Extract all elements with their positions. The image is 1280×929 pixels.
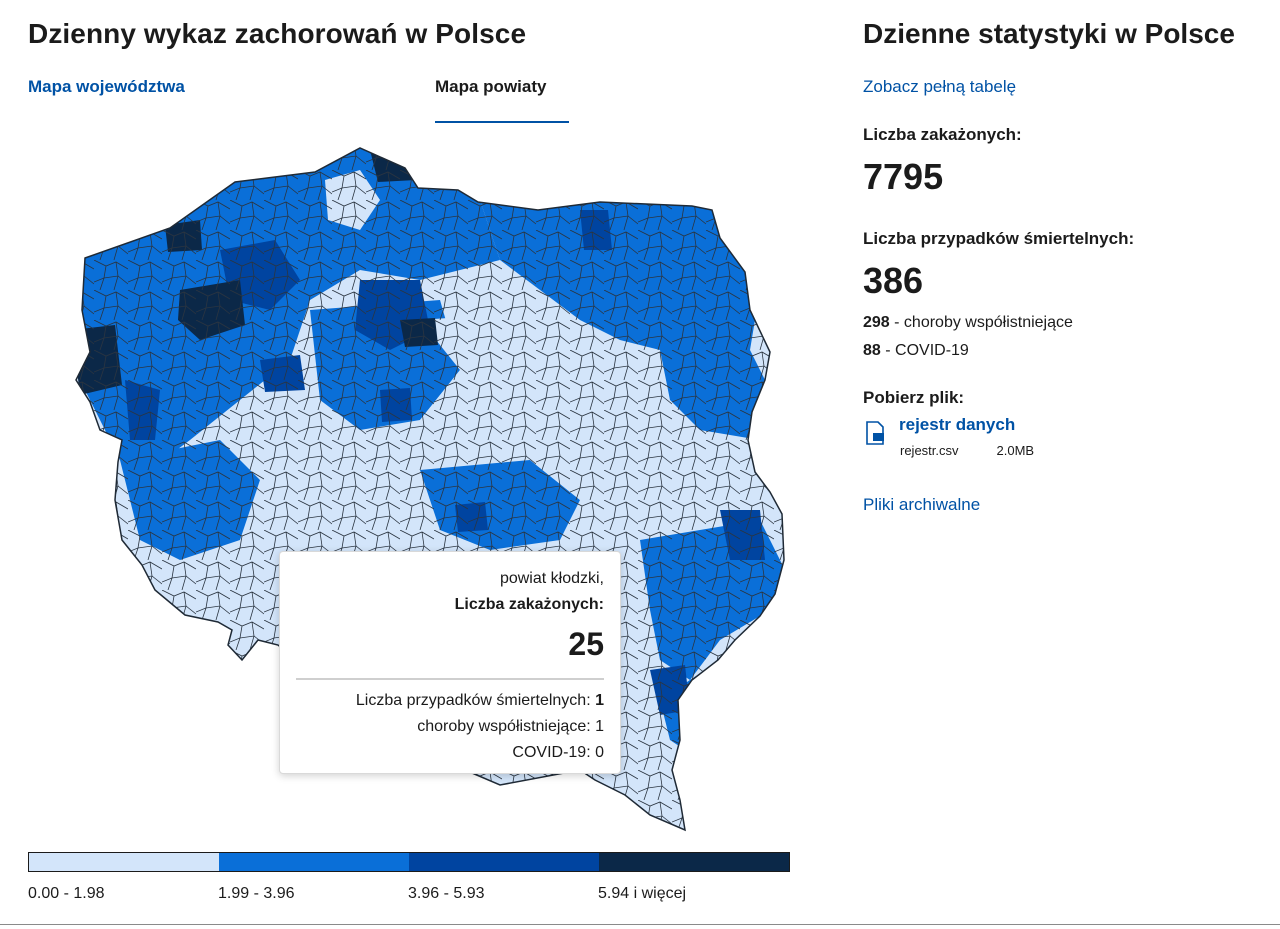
legend-label-4: 5.94 i więcej xyxy=(598,885,687,902)
bottom-divider xyxy=(0,924,1280,925)
color-legend xyxy=(28,852,790,872)
comorbid-line: 298 - choroby współistniejące xyxy=(863,314,1073,332)
legend-label-1: 0.00 - 1.98 xyxy=(28,885,105,902)
infected-label: Liczba zakażonych: xyxy=(863,125,1022,144)
file-size: 2.0MB xyxy=(996,443,1035,458)
legend-label-3: 3.96 - 5.93 xyxy=(408,885,485,902)
covid-count: 88 xyxy=(863,342,881,359)
active-tab-underline xyxy=(435,121,569,123)
tooltip-deaths-value: 1 xyxy=(595,692,604,709)
stats-title: Dzienne statystyki w Polsce xyxy=(863,18,1235,49)
poland-border xyxy=(75,147,785,832)
file-name: rejestr.csv xyxy=(900,443,959,458)
legend-swatch-2 xyxy=(219,853,409,871)
legend-label-2: 1.99 - 3.96 xyxy=(218,885,295,902)
tooltip-infected-label: Liczba zakażonych: xyxy=(454,596,604,613)
covid-line: 88 - COVID-19 xyxy=(863,342,969,360)
comorbid-count: 298 xyxy=(863,314,890,331)
county-tooltip: powiat kłodzki, Liczba zakażonych: 25 Li… xyxy=(279,551,621,774)
left-title: Dzienny wykaz zachorowań w Polsce xyxy=(28,18,527,49)
infected-value: 7795 xyxy=(863,156,944,197)
tooltip-infected-value: 25 xyxy=(568,626,604,662)
tooltip-deaths-line: Liczba przypadków śmiertelnych: 1 xyxy=(296,688,604,714)
stats-panel: Dzienne statystyki w Polsce xyxy=(863,18,1263,50)
tooltip-region-name: powiat kłodzki, xyxy=(499,570,604,587)
tooltip-covid-line: COVID-19: 0 xyxy=(512,744,604,761)
tooltip-deaths-label: Liczba przypadków śmiertelnych: xyxy=(355,692,596,709)
tab-voivodeship-map[interactable]: Mapa województwa xyxy=(28,77,185,96)
covid-text: - COVID-19 xyxy=(880,342,969,359)
download-label: Pobierz plik: xyxy=(863,388,965,407)
deaths-label: Liczba przypadków śmiertelnych: xyxy=(863,229,1135,248)
legend-swatch-1 xyxy=(29,853,219,871)
tooltip-comorbid-line: choroby współistniejące: 1 xyxy=(417,718,604,735)
legend-swatch-4 xyxy=(599,853,789,871)
file-icon[interactable] xyxy=(864,420,886,446)
tab-county-map[interactable]: Mapa powiaty xyxy=(435,77,547,96)
full-table-link[interactable]: Zobacz pełną tabelę xyxy=(863,77,1017,96)
download-file-link[interactable]: rejestr danych xyxy=(899,415,1016,434)
tooltip-divider xyxy=(296,678,604,680)
archive-files-link[interactable]: Pliki archiwalne xyxy=(863,495,981,514)
file-meta: rejestr.csv 2.0MB xyxy=(900,443,1034,458)
legend-swatch-3 xyxy=(409,853,599,871)
comorbid-text: - choroby współistniejące xyxy=(889,314,1073,331)
deaths-value: 386 xyxy=(863,260,924,301)
